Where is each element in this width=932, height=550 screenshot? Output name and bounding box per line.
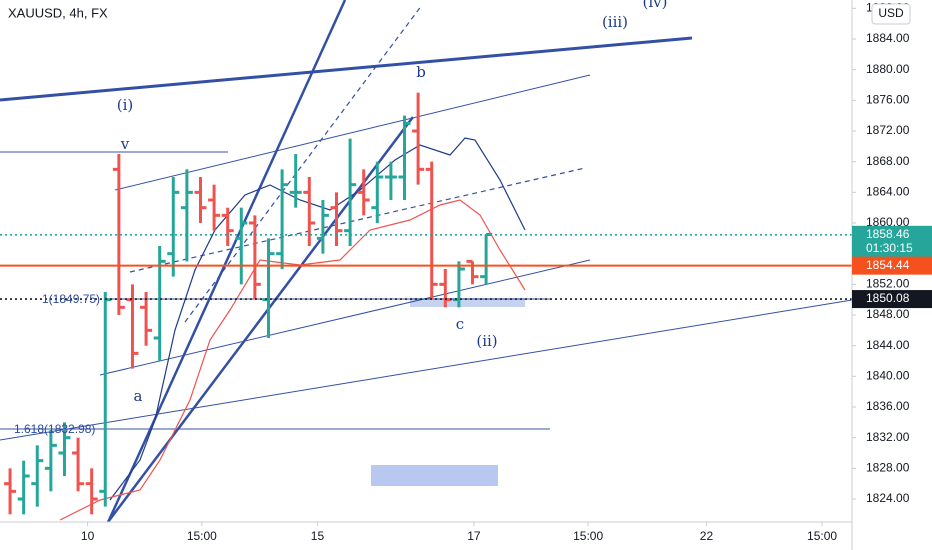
x-tick-label: 15 xyxy=(311,529,325,543)
y-tick-label: 1884.00 xyxy=(866,31,910,45)
y-tick-label: 1824.00 xyxy=(866,491,910,505)
wave-label: b xyxy=(416,63,426,81)
countdown: 01:30:15 xyxy=(866,241,913,255)
price-tag xyxy=(852,290,932,309)
marks xyxy=(0,92,852,515)
trend-line xyxy=(0,36,693,102)
y-tick-label: 1848.00 xyxy=(866,307,910,321)
fib-label: 1(1849.75) xyxy=(42,292,100,306)
trend-line xyxy=(0,299,853,441)
price-tag xyxy=(852,256,932,275)
time-axis xyxy=(0,522,852,550)
box xyxy=(371,465,498,486)
x-tick-label: 17 xyxy=(467,529,481,543)
trend-line xyxy=(98,0,347,541)
price-tag-label: 1850.08 xyxy=(866,291,910,305)
y-tick-label: 1840.00 xyxy=(866,369,910,383)
wave-label: (iv) xyxy=(643,0,668,11)
x-tick-label: 10 xyxy=(81,529,95,543)
box xyxy=(410,298,525,307)
x-tick-label: 15:00 xyxy=(573,529,603,543)
moving-average xyxy=(109,137,526,501)
x-tick-label: 15:00 xyxy=(187,529,217,543)
y-tick-label: 1828.00 xyxy=(866,461,910,475)
fib-label: 1.618(1832.98) xyxy=(14,422,95,436)
currency-button[interactable] xyxy=(871,3,911,25)
y-tick-label: 1880.00 xyxy=(866,62,910,76)
x-tick-label: 22 xyxy=(700,529,714,543)
wave-label: v xyxy=(120,135,130,153)
y-tick-label: 1876.00 xyxy=(866,93,910,107)
x-tick-label: 15:00 xyxy=(807,529,837,543)
y-tick-label: 1832.00 xyxy=(866,430,910,444)
price-tag-label: 1854.44 xyxy=(866,258,910,272)
wave-label: a xyxy=(134,387,143,405)
currency-label[interactable]: USD xyxy=(878,6,904,20)
trend-line xyxy=(129,167,586,273)
price-axis xyxy=(852,0,932,550)
wave-label: (iii) xyxy=(602,13,628,31)
y-tick-label: 1852.00 xyxy=(866,277,910,291)
y-tick-label: 1872.00 xyxy=(866,123,910,137)
y-tick-label: 1868.00 xyxy=(866,154,910,168)
y-tick-label: 1864.00 xyxy=(866,185,910,199)
wave-label: (ii) xyxy=(476,332,497,350)
trend-line xyxy=(184,4,423,323)
trend-line xyxy=(107,116,414,523)
price-tag xyxy=(852,225,932,258)
price-tag-label: 1858.46 xyxy=(866,227,910,241)
y-tick-label: 1844.00 xyxy=(866,338,910,352)
trend-line xyxy=(99,259,591,376)
y-tick-label: 1836.00 xyxy=(866,399,910,413)
wave-label: (i) xyxy=(117,96,134,114)
wave-label: c xyxy=(456,315,464,333)
symbol-title: XAUUSD, 4h, FX xyxy=(8,5,108,20)
trend-line xyxy=(114,74,591,191)
y-tick-label: 1860.00 xyxy=(866,215,910,229)
